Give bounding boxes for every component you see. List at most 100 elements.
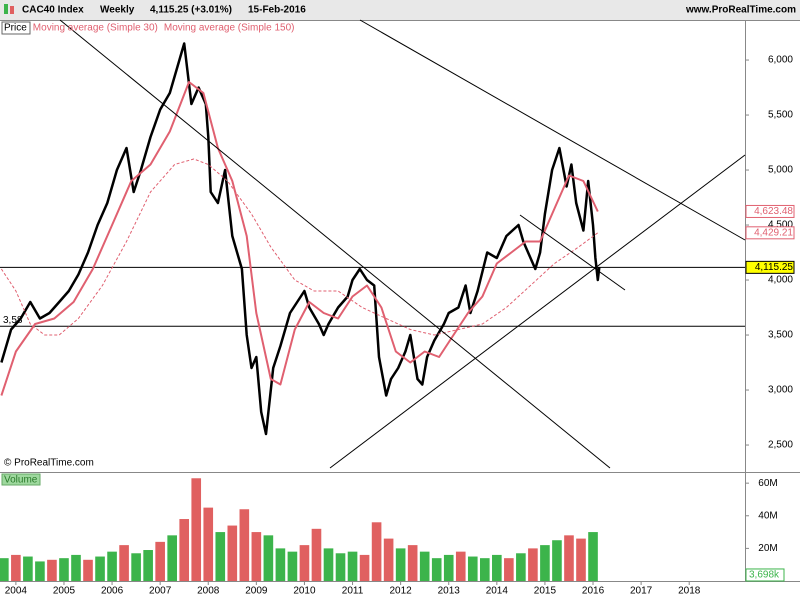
x-tick-label: 2012 — [390, 586, 413, 597]
volume-bar — [552, 540, 562, 581]
series-line — [0, 81, 599, 396]
y-tick-label: 5,000 — [768, 165, 793, 176]
y-tick-label: 3,500 — [768, 330, 793, 341]
volume-bar — [347, 551, 358, 581]
x-tick-label: 2014 — [486, 586, 509, 597]
volume-bar — [119, 545, 129, 581]
volume-bar — [95, 556, 105, 581]
value-label-box — [745, 204, 795, 218]
volume-bar — [323, 548, 334, 581]
y-tick-label: 60M — [758, 478, 777, 489]
source: www.ProRealTime.com — [685, 5, 796, 16]
volume-bar — [0, 558, 9, 581]
volume-bar — [275, 548, 286, 581]
legend-box — [1, 21, 31, 35]
volume-bar — [528, 548, 538, 581]
volume-bar — [227, 525, 238, 581]
x-tick-label: 2013 — [438, 586, 461, 597]
volume-title: Volume — [4, 475, 38, 486]
volume-bar — [371, 522, 382, 581]
volume-bar — [47, 559, 57, 581]
volume-bar — [167, 535, 177, 581]
y-tick-label: 3,000 — [768, 385, 793, 396]
volume-bar — [35, 561, 45, 581]
series-line — [0, 42, 601, 436]
volume-bar — [311, 528, 322, 581]
volume-bar — [251, 532, 262, 581]
value-label: 4,115.25 — [755, 262, 794, 273]
volume-bar — [395, 548, 406, 581]
value-label: 4,623.48 — [754, 206, 793, 217]
y-tick-label: 4,000 — [768, 275, 793, 286]
volume-bar — [467, 556, 478, 581]
title: CAC40 Index — [22, 5, 84, 16]
trend-line — [329, 154, 746, 469]
level-label: 3,58 — [3, 315, 23, 326]
value-label-box — [745, 260, 795, 274]
volume-bar — [576, 538, 586, 581]
series-line — [0, 158, 599, 336]
volume-bar — [83, 559, 93, 581]
x-tick-label: 2015 — [534, 586, 557, 597]
copyright: © ProRealTime.com — [4, 458, 94, 469]
x-tick-label: 2016 — [582, 586, 605, 597]
volume-bar — [504, 558, 514, 581]
volume-bar — [263, 535, 274, 581]
volume-bar — [540, 545, 550, 581]
y-tick-label: 40M — [758, 510, 777, 521]
x-tick-label: 2007 — [149, 586, 172, 597]
x-tick-label: 2008 — [197, 586, 220, 597]
volume-bar — [191, 478, 202, 581]
legend-entry: Price — [4, 23, 27, 34]
volume-bar — [431, 558, 442, 581]
trend-line — [359, 19, 746, 241]
y-tick-label: 2,500 — [768, 440, 793, 451]
y-tick-label: 6,000 — [768, 55, 793, 66]
x-tick-label: 2004 — [5, 586, 28, 597]
volume-bar — [335, 553, 346, 581]
legend-entry: Moving average (Simple 150) — [164, 23, 295, 34]
trend-line — [59, 19, 611, 469]
volume-bar — [419, 551, 430, 581]
x-tick-label: 2017 — [630, 586, 653, 597]
x-tick-label: 2009 — [245, 586, 268, 597]
volume-bar — [443, 554, 454, 581]
volume-bar — [239, 509, 250, 581]
volume-bar — [383, 538, 394, 581]
interval: Weekly — [100, 5, 135, 16]
volume-bar — [107, 551, 117, 581]
volume-bar — [564, 535, 574, 581]
volume-bar — [516, 553, 526, 581]
y-tick-label: 20M — [758, 543, 777, 554]
volume-bar — [179, 519, 190, 581]
legend-entry: Moving average (Simple 30) — [33, 23, 158, 34]
value-label: 4,429.21 — [754, 227, 793, 238]
x-tick-label: 2006 — [101, 586, 124, 597]
trend-lines — [59, 19, 746, 469]
volume-bar — [407, 545, 418, 581]
header-bar — [0, 0, 800, 20]
value-label-box — [745, 568, 785, 582]
volume-bar — [359, 554, 370, 581]
value-label-box — [745, 226, 795, 240]
volume-bar — [155, 541, 165, 581]
volume-bar — [11, 554, 21, 581]
volume-bar — [143, 550, 153, 581]
volume-bar — [23, 556, 33, 581]
value-label: 3,698k — [749, 570, 780, 581]
volume-bar — [131, 553, 141, 581]
volume-bar — [588, 532, 598, 581]
volume-bar — [71, 554, 81, 581]
volume-bar — [203, 507, 214, 581]
y-tick-label: 4,500 — [768, 220, 793, 231]
quote: 4,115.25 (+3.01%) — [150, 5, 232, 16]
x-tick-label: 2005 — [53, 586, 76, 597]
volume-bar — [299, 545, 310, 581]
x-tick-label: 2011 — [342, 586, 364, 597]
icon — [10, 6, 14, 14]
y-tick-label: 5,500 — [768, 110, 793, 121]
volume-bar — [59, 558, 69, 581]
volume-bar — [455, 551, 466, 581]
